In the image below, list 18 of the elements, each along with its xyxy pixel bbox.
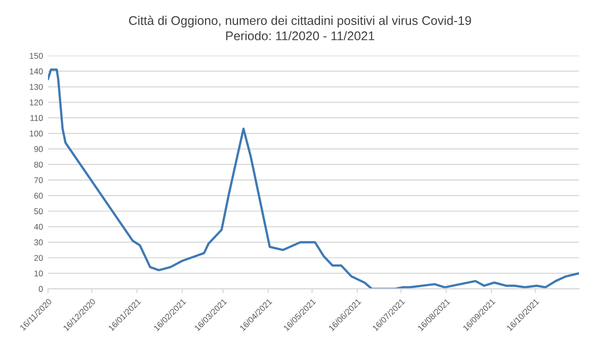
y-tick-label: 140	[30, 68, 43, 74]
y-tick-label: 50	[34, 208, 43, 214]
y-tick-label: 20	[34, 254, 43, 261]
y-tick-label: 120	[30, 100, 43, 106]
y-tick-label: 70	[34, 177, 43, 184]
y-tick-label: 60	[34, 192, 43, 199]
line-series	[48, 68, 579, 289]
y-tick-label: 40	[34, 224, 43, 230]
y-tick-label: 0	[38, 286, 43, 292]
y-tick-label: 30	[34, 239, 43, 246]
y-tick-label: 10	[34, 270, 43, 276]
y-tick-label: 100	[30, 130, 43, 136]
y-tick-label: 110	[30, 115, 43, 121]
y-tick-label: 90	[34, 146, 43, 152]
chart-title: Città di Oggiono, numero dei cittadini positivi al virus Covid-19 Periodo: 11/2020 - 11/2021	[129, 16, 472, 40]
y-tick-label: 130	[30, 84, 43, 90]
y-tick-label: 150	[30, 52, 43, 59]
y-tick-label: 80	[34, 162, 43, 168]
